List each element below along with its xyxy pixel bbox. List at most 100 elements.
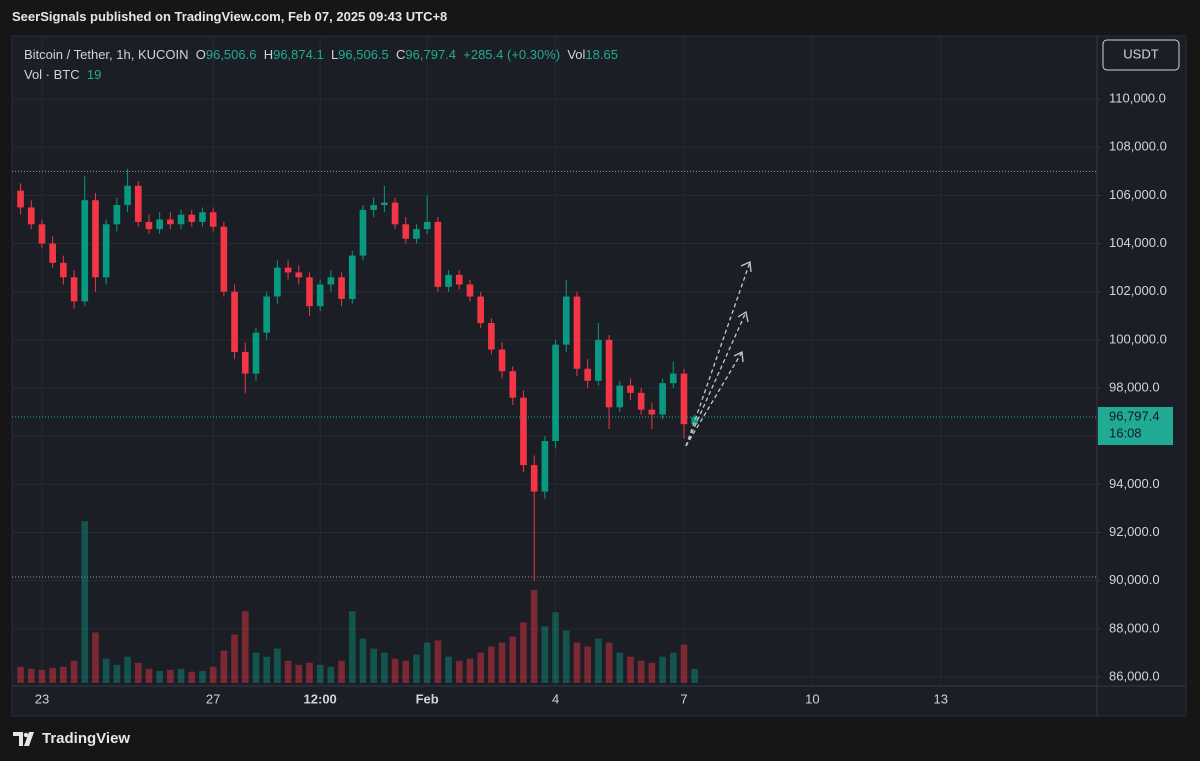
- ohlc-label: L: [330, 47, 339, 62]
- volume-bar: [477, 652, 484, 683]
- volume-value: 19: [86, 67, 102, 82]
- y-tick-label: 110,000.0: [1109, 91, 1166, 106]
- volume-bar: [177, 668, 185, 683]
- volume-bar: [220, 650, 228, 683]
- candle-body: [263, 296, 270, 333]
- candle-body: [562, 296, 570, 345]
- candle-body: [70, 277, 78, 302]
- legend-row: Bitcoin / Tether, 1h, KUCOIN O96,506.6 H…: [24, 45, 618, 65]
- y-tick-label: 90,000.0: [1109, 572, 1160, 587]
- volume-bar: [348, 611, 356, 683]
- candle-body: [113, 205, 121, 225]
- volume-bar: [199, 670, 206, 683]
- candle-body: [17, 190, 24, 208]
- currency[interactable]: USDT: [1123, 46, 1158, 61]
- plot: 86,000.0 88,000.0 90,000.0 92,000.0 94,000.0…: [12, 36, 1173, 706]
- volume-bar: [156, 670, 163, 683]
- arrow: [685, 351, 743, 447]
- ohlc-value: 96,797.4: [405, 47, 457, 62]
- candle-body: [488, 323, 495, 350]
- candle-body: [402, 224, 410, 239]
- arrow-head: [740, 261, 752, 273]
- y-tick-label: 106,000.0: [1109, 187, 1167, 202]
- candle-body: [413, 229, 420, 239]
- candle-body: [220, 226, 228, 292]
- candle-body: [167, 219, 174, 225]
- currency-box[interactable]: [1102, 39, 1180, 71]
- volume-bar: [445, 656, 452, 683]
- volume-bar: [509, 636, 517, 683]
- candle-body: [669, 373, 677, 384]
- y-tick-label: 86,000.0: [1109, 668, 1160, 683]
- candle-body: [27, 207, 35, 225]
- volume-bar: [70, 660, 78, 683]
- volume-bar: [263, 656, 270, 683]
- candle-body: [209, 212, 217, 227]
- candle-body: [423, 221, 431, 230]
- legend: Bitcoin / Tether, 1h, KUCOIN O96,506.6 H…: [24, 45, 618, 85]
- candle-body: [284, 267, 292, 273]
- candle-body: [49, 243, 56, 263]
- volume-bar: [488, 646, 495, 683]
- candle-body: [573, 296, 581, 369]
- arrow: [685, 261, 751, 447]
- volume-bar: [124, 656, 131, 683]
- volume-bar: [49, 667, 56, 683]
- arrow-head: [733, 350, 744, 363]
- volume-bar: [562, 630, 570, 683]
- volume-title: Vol · BTC: [24, 67, 80, 82]
- logo-mark: [13, 731, 34, 746]
- volume-bar: [530, 589, 538, 683]
- projection-arrows: [685, 261, 752, 447]
- y-tick-label: 98,000.0: [1109, 379, 1160, 394]
- volume-bar: [241, 611, 249, 683]
- candle-body: [520, 397, 527, 466]
- volume-bar: [520, 622, 527, 683]
- candle-body: [231, 291, 238, 352]
- volume-bar: [627, 656, 634, 683]
- volume-bar: [434, 640, 442, 683]
- x-tick-label: 23: [35, 691, 49, 706]
- candle-body: [648, 409, 656, 415]
- logo-dot: [23, 732, 29, 737]
- volume-bar: [188, 671, 196, 683]
- candle-body: [145, 221, 153, 230]
- candle-body: [124, 185, 131, 206]
- candle-body: [381, 202, 388, 206]
- volume-bar: [541, 626, 549, 683]
- arrow: [685, 311, 747, 447]
- volume-bar: [669, 652, 677, 683]
- ohlc-value: 96,506.5: [338, 47, 389, 62]
- brand: TradingView: [42, 730, 131, 747]
- volume-bar: [306, 662, 313, 683]
- volume-bar: [605, 642, 613, 683]
- candle-body: [348, 255, 356, 299]
- candle-body: [616, 385, 624, 408]
- candle-body: [199, 212, 206, 222]
- volume-bar: [648, 662, 656, 683]
- legend-row: Vol · BTC 19: [24, 65, 618, 85]
- volume-bar: [327, 666, 335, 683]
- volume-bar: [370, 648, 377, 683]
- volume-bar: [680, 644, 688, 683]
- candle-body: [81, 200, 89, 302]
- volume-bar: [455, 660, 463, 683]
- countdown: 16:08: [1109, 425, 1142, 440]
- candle-body: [434, 221, 442, 287]
- volume-bar: [209, 666, 217, 683]
- candle-body: [102, 224, 110, 278]
- volume-bar: [691, 668, 698, 683]
- volume-bar: [423, 642, 431, 683]
- candle-body: [391, 202, 399, 225]
- volume-bar: [391, 658, 399, 683]
- x-tick-label: 4: [552, 691, 559, 706]
- candle-body: [541, 441, 549, 492]
- candle-body: [38, 224, 46, 244]
- volume-bar: [284, 660, 292, 683]
- candle-body: [316, 284, 324, 307]
- candle-body: [295, 272, 303, 278]
- volume-bar: [38, 669, 46, 683]
- candle-body: [252, 332, 260, 374]
- volume-bar: [659, 656, 666, 683]
